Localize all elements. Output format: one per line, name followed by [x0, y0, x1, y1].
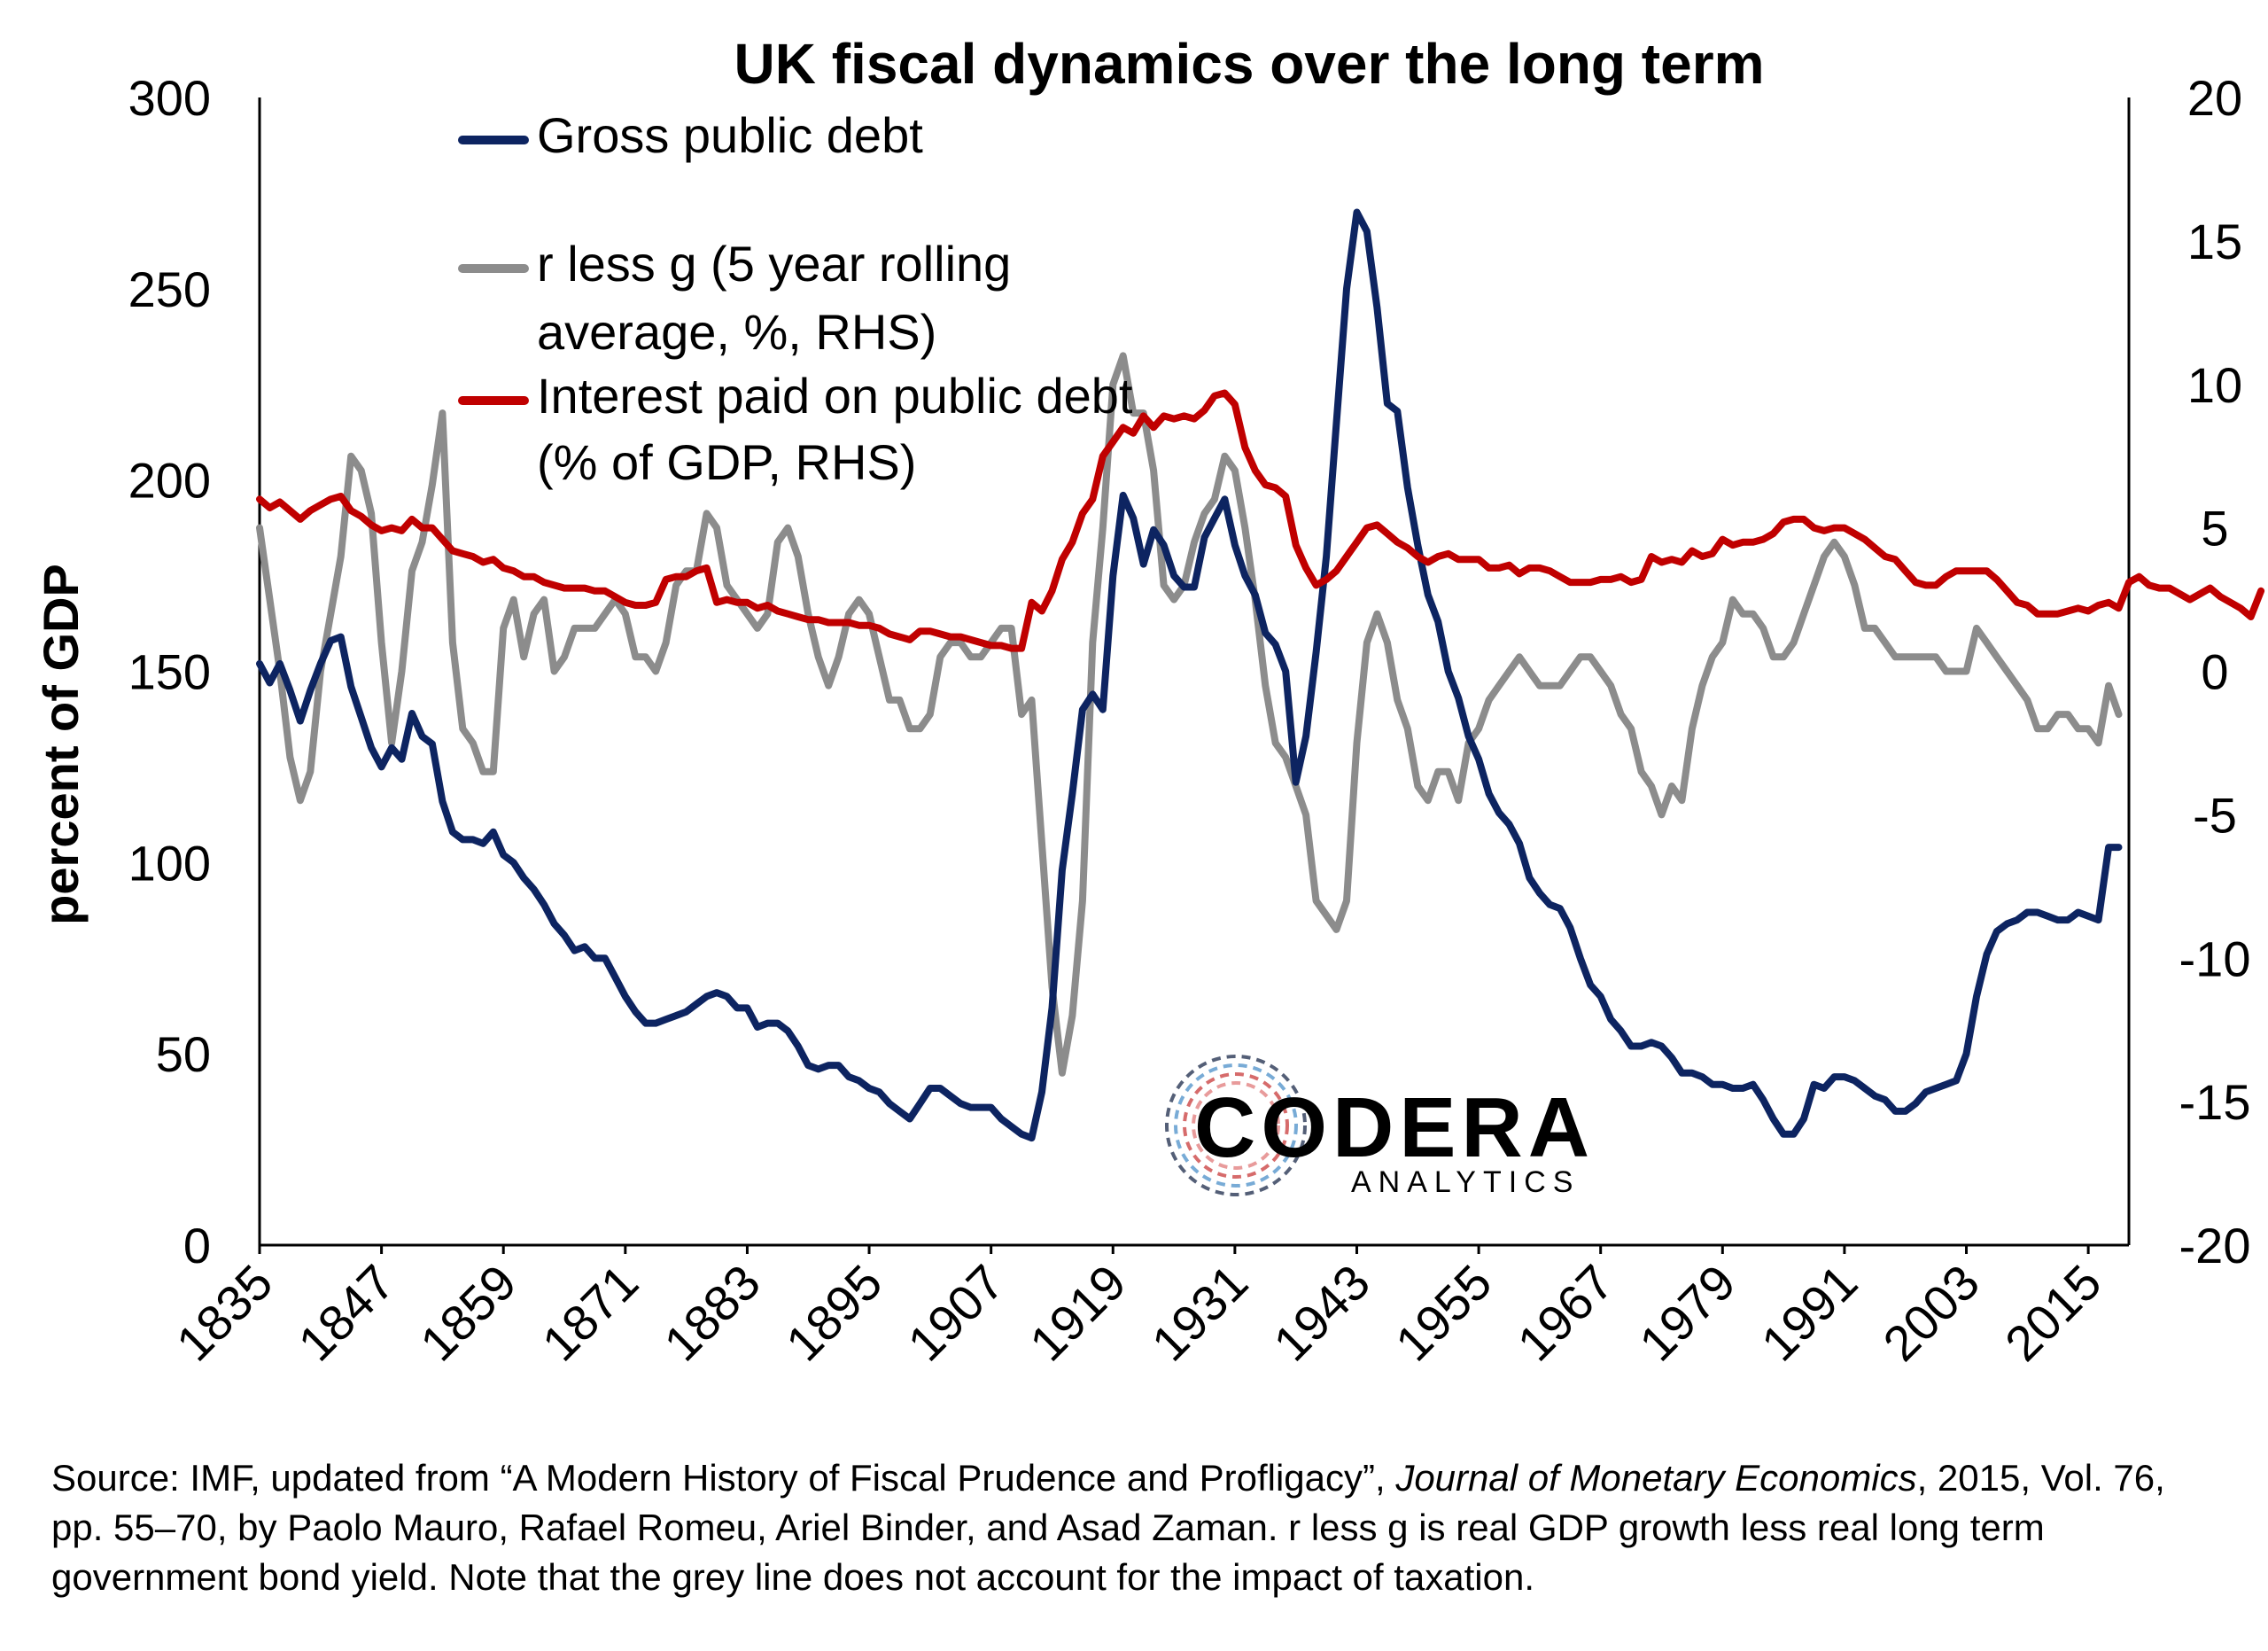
x-tick-label: 1979 — [1628, 1254, 1746, 1372]
y-left-tick-label: 300 — [128, 70, 211, 126]
x-tick-label: 2015 — [1994, 1254, 2112, 1372]
x-tick-label: 1991 — [1751, 1254, 1868, 1372]
legend-label-line: r less g (5 year rolling — [537, 236, 1011, 292]
y-right-tick-label: 20 — [2187, 70, 2242, 126]
y-right-tick-label: -5 — [2193, 787, 2237, 843]
y-left-tick-label: 250 — [128, 261, 211, 317]
y-left-tick-label: 100 — [128, 835, 211, 891]
y-axis-title: percent of GDP — [33, 564, 89, 925]
y-left-tick-label: 0 — [183, 1218, 211, 1273]
series-line-debt — [256, 208, 2123, 1142]
x-tick-label: 1871 — [532, 1254, 649, 1372]
legend-label-line: Gross public debt — [537, 107, 923, 163]
watermark-ring-3 — [1192, 1081, 1280, 1170]
series-line-interest — [256, 389, 2265, 652]
watermark-sub: ANALYTICS — [1351, 1165, 1580, 1199]
watermark-brand: CODERA — [1194, 1080, 1595, 1175]
watermark-ring-2 — [1183, 1072, 1289, 1179]
y-right-tick-label: -15 — [2179, 1074, 2251, 1130]
legend: Gross public debt r less g (5 year rollin… — [458, 107, 1133, 490]
legend-label-line: Interest paid on public debt — [537, 368, 1133, 424]
y-left-tick-label: 150 — [128, 644, 211, 700]
y-right-tick-label: 0 — [2201, 644, 2228, 700]
y-right-tick-label: 5 — [2201, 501, 2228, 557]
y-left-tick-label: 50 — [156, 1026, 211, 1082]
chart-title: UK fiscal dynamics over the long term — [734, 32, 1765, 96]
x-tick-label: 1931 — [1141, 1254, 1259, 1372]
y-right-tick-label: 15 — [2187, 214, 2242, 269]
series-line-rg — [256, 352, 2123, 1077]
watermark-ring-1 — [1174, 1063, 1298, 1188]
source-suffix: , 2015, Vol. 76, pp. 55–70, by Paolo Mau… — [51, 1457, 2165, 1598]
x-tick-label: 1907 — [897, 1254, 1014, 1372]
legend-label-interest: Interest paid on public debt (% of GDP, R… — [537, 368, 1133, 490]
x-tick-label: 1955 — [1385, 1254, 1503, 1372]
y-right-tick-label: -10 — [2179, 931, 2251, 986]
x-tick-label: 2003 — [1872, 1254, 1990, 1372]
x-tick-label: 1847 — [287, 1254, 405, 1372]
x-tick-label: 1895 — [775, 1254, 893, 1372]
source-note: Source: IMF, updated from “A Modern Hist… — [51, 1453, 2213, 1602]
source-prefix: Source: IMF, updated from “A Modern Hist… — [51, 1457, 1396, 1499]
legend-label-line: average, %, RHS) — [537, 304, 936, 360]
x-tick-label: 1883 — [653, 1254, 771, 1372]
x-tick-label: 1967 — [1507, 1254, 1625, 1372]
x-tick-label: 1919 — [1019, 1254, 1137, 1372]
y-right-tick-label: 10 — [2187, 357, 2242, 413]
x-tick-label: 1943 — [1262, 1254, 1380, 1372]
watermark-ring-0 — [1165, 1055, 1307, 1196]
legend-label-line: (% of GDP, RHS) — [537, 434, 916, 490]
x-tick-label: 1859 — [409, 1254, 527, 1372]
legend-label-debt: Gross public debt — [537, 107, 923, 163]
y-left-tick-label: 200 — [128, 453, 211, 509]
legend-label-rg: r less g (5 year rolling average, %, RHS) — [537, 236, 1011, 360]
source-journal: Journal of Monetary Economics — [1395, 1457, 1917, 1499]
y-right-tick-label: -20 — [2179, 1218, 2251, 1273]
